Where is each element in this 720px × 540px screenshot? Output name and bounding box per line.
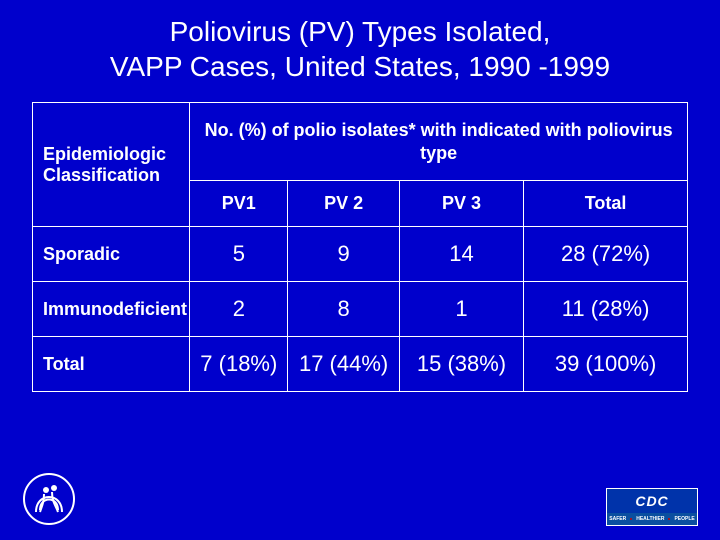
table-row: Total 7 (18%) 17 (44%) 15 (38%) 39 (100%… (33, 337, 688, 392)
table-cell: 8 (288, 282, 399, 337)
title-line-2: VAPP Cases, United States, 1990 -1999 (110, 51, 610, 82)
subheader-pv1: PV1 (190, 181, 288, 227)
table-header-row-1: Epidemiologic Classification No. (%) of … (33, 103, 688, 181)
table-cell: 14 (399, 227, 523, 282)
poliovirus-table: Epidemiologic Classification No. (%) of … (32, 102, 688, 392)
title-line-1: Poliovirus (PV) Types Isolated, (170, 16, 551, 47)
cdc-tagline: SAFER HEALTHIER PEOPLE (607, 513, 697, 525)
table-cell: 5 (190, 227, 288, 282)
table-cell: 39 (100%) (524, 337, 688, 392)
table-cell: 17 (44%) (288, 337, 399, 392)
cdc-dot-icon (668, 518, 670, 520)
hhs-logo-icon (22, 472, 76, 526)
table-cell: 11 (28%) (524, 282, 688, 337)
cdc-word: SAFER (609, 516, 626, 522)
cdc-logo: CDC SAFER HEALTHIER PEOPLE (606, 488, 698, 526)
subheader-pv3: PV 3 (399, 181, 523, 227)
row-label: Total (33, 337, 190, 392)
header-classification: Epidemiologic Classification (33, 103, 190, 227)
cdc-word: HEALTHIER (636, 516, 664, 522)
cdc-word: PEOPLE (674, 516, 694, 522)
table-cell: 15 (38%) (399, 337, 523, 392)
row-label: Sporadic (33, 227, 190, 282)
table-row: Immunodeficient 2 8 1 11 (28%) (33, 282, 688, 337)
footer-logos: CDC SAFER HEALTHIER PEOPLE (22, 472, 698, 526)
table-cell: 2 (190, 282, 288, 337)
cdc-dot-icon (630, 518, 632, 520)
row-label: Immunodeficient (33, 282, 190, 337)
data-table-container: Epidemiologic Classification No. (%) of … (32, 102, 688, 392)
table-cell: 28 (72%) (524, 227, 688, 282)
subheader-pv2: PV 2 (288, 181, 399, 227)
header-isolates-span: No. (%) of polio isolates* with indicate… (190, 103, 688, 181)
table-row: Sporadic 5 9 14 28 (72%) (33, 227, 688, 282)
table-cell: 1 (399, 282, 523, 337)
table-cell: 7 (18%) (190, 337, 288, 392)
subheader-total: Total (524, 181, 688, 227)
cdc-logo-label: CDC (607, 489, 697, 513)
slide-title: Poliovirus (PV) Types Isolated, VAPP Cas… (0, 0, 720, 102)
table-cell: 9 (288, 227, 399, 282)
